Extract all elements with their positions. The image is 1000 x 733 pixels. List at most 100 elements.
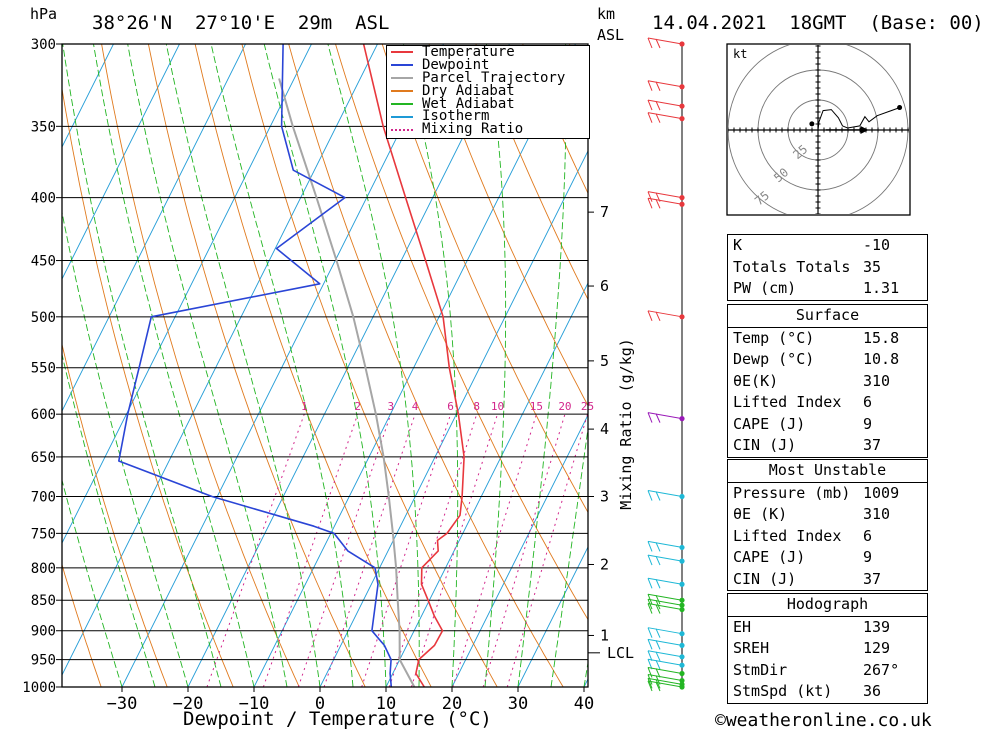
mixing-ratio-label: 4 <box>412 400 419 413</box>
wet-adiabat-line <box>62 478 123 687</box>
stat-value: 6 <box>863 393 873 411</box>
mixing-ratio-line <box>482 414 566 687</box>
wind-barb-flag <box>655 413 661 423</box>
wind-level-dot <box>679 201 685 207</box>
wind-barb-flag <box>647 578 653 589</box>
wind-level-dot <box>679 416 685 422</box>
pressure-tick-label: 850 <box>31 593 56 609</box>
stat-label: CAPE (J) <box>733 548 806 566</box>
wet-adiabat-line <box>327 44 420 687</box>
wind-barb-flag <box>655 113 661 123</box>
stat-label: Totals Totals <box>733 257 851 276</box>
pressure-tick-label: 1000 <box>22 680 56 696</box>
stat-row: CAPE (J) 9 <box>728 547 927 569</box>
mixing-ratio-line <box>262 414 359 687</box>
wind-level-dot <box>679 103 685 109</box>
hodograph-trace <box>817 107 900 131</box>
wind-level-dot <box>679 662 685 668</box>
pressure-tick-label: 500 <box>31 310 56 326</box>
mixing-ratio-label: 20 <box>558 400 571 413</box>
pressure-tick-label: 400 <box>31 191 56 207</box>
wind-barb <box>647 577 683 585</box>
wind-barb-flag <box>647 603 653 614</box>
wind-barb-flag <box>647 99 653 111</box>
dry-adiabat-line <box>335 44 588 621</box>
stat-label: CIN (J) <box>733 436 797 454</box>
temperature-tick-label: 10 <box>376 694 396 714</box>
wind-barb-flag <box>655 199 661 209</box>
wind-barb <box>647 412 683 420</box>
wind-barb <box>647 674 683 682</box>
stat-row: Pressure (mb) 1009 <box>728 481 927 505</box>
mixing-ratio-label: 6 <box>447 400 454 413</box>
wind-barb-flag <box>655 595 661 605</box>
wind-barb <box>647 677 683 685</box>
wet-adiabat-line <box>62 44 222 687</box>
hpa-unit-label: hPa <box>30 5 58 23</box>
legend-entry: Isotherm <box>387 110 589 123</box>
pressure-tick-label: 550 <box>31 361 56 377</box>
wet-adiabat-line <box>62 352 156 687</box>
mixing-ratio-line <box>297 414 392 687</box>
stat-label: CAPE (J) <box>733 414 806 433</box>
legend-entry: Wet Adiabat <box>387 97 589 111</box>
wind-barb-flag <box>647 678 653 689</box>
legend-swatch <box>391 77 413 80</box>
wind-level-dot <box>679 684 685 690</box>
wind-barb-flag <box>655 600 661 610</box>
storm-motion-arrowhead <box>860 125 869 134</box>
legend-label: Temperature <box>422 44 515 60</box>
stat-label: Dewp (°C) <box>733 350 815 368</box>
legend: Temperature Dewpoint Parcel Trajectory Dry … <box>386 45 590 139</box>
isotherm-line <box>62 44 181 281</box>
wind-level-dot <box>679 631 685 637</box>
stat-value: 310 <box>863 371 891 390</box>
stat-label: StmSpd (kt) <box>733 682 833 700</box>
temperature-tick-label: −20 <box>173 694 204 714</box>
stat-label: SREH <box>733 639 770 657</box>
credit-link[interactable]: ©weatheronline.co.uk <box>715 710 932 731</box>
isotherm-line <box>451 413 588 687</box>
stat-label: Lifted Index <box>733 393 842 411</box>
stat-row: Temp (°C) 15.8 <box>728 326 927 350</box>
wind-barb-flag <box>655 640 661 650</box>
isotherm-line <box>62 44 247 413</box>
pressure-tick-label: 650 <box>31 450 56 466</box>
wind-level-dot <box>679 493 685 500</box>
pressure-tick-label: 600 <box>31 407 56 423</box>
pressure-tick-label: 450 <box>31 254 56 270</box>
stat-row: EH 139 <box>728 615 927 639</box>
stat-row: CIN (J) 37 <box>728 435 927 457</box>
isotherm-line <box>517 545 588 687</box>
plot-frame <box>61 43 589 688</box>
legend-swatch <box>391 115 413 118</box>
stat-row: Dewp (°C) 10.8 <box>728 349 927 371</box>
dry-adiabat-line <box>62 342 168 687</box>
mixing-ratio-line <box>206 414 305 687</box>
wind-barb-flag <box>647 198 653 209</box>
isotherm-line <box>385 281 588 687</box>
datetime-title: 14.04.2021 18GMT (Base: 00) <box>652 12 984 34</box>
wind-barb <box>647 490 683 498</box>
mixing-ratio-label: 1 <box>301 400 308 413</box>
legend-swatch <box>391 90 413 93</box>
temperature-line <box>362 44 465 687</box>
legend-entry: Parcel Trajectory <box>387 71 589 85</box>
wind-barb-flag <box>655 668 661 678</box>
temperature-tick-label: −30 <box>107 694 138 714</box>
legend-swatch <box>391 128 413 131</box>
wind-barb-flag <box>647 680 653 692</box>
hodograph-stats-box: Hodograph EH 139 SREH 129 StmDir 267° StmSpd (… <box>727 593 928 704</box>
wind-level-dot <box>679 602 685 608</box>
stat-label: θE(K) <box>733 371 779 390</box>
stat-value: 9 <box>863 548 873 566</box>
wind-barb <box>647 666 683 674</box>
wind-level-dot <box>679 606 685 613</box>
wind-barb-flag <box>647 310 653 321</box>
wind-barb <box>647 37 683 45</box>
wind-barb-flag <box>647 37 653 49</box>
wind-barb-flag <box>655 681 661 692</box>
mixing-ratio-axis-label: Mixing Ratio (g/kg) <box>617 338 635 510</box>
wind-barb-flag <box>647 112 653 123</box>
wind-level-dot <box>679 314 685 320</box>
